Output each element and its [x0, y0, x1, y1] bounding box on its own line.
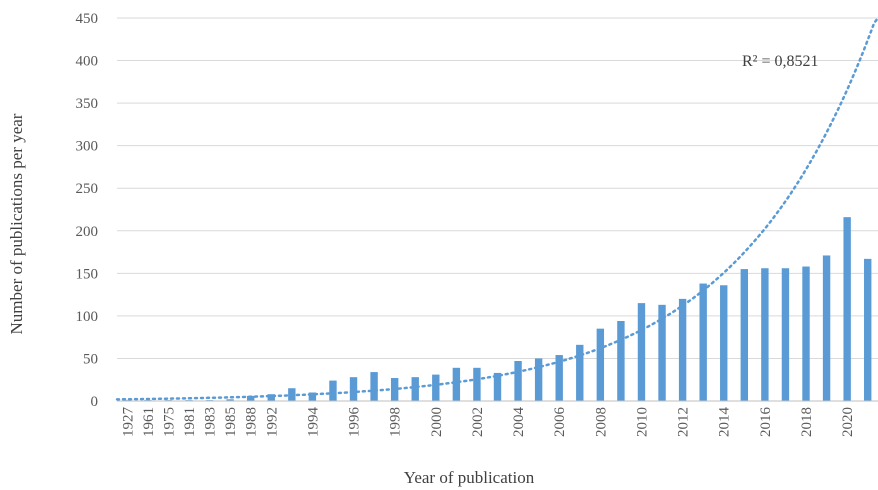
bar — [678, 298, 687, 401]
bar — [370, 372, 378, 401]
y-tick-label: 400 — [76, 54, 99, 70]
trendline — [115, 16, 878, 401]
y-tick-labels: 0 50 100 150 200 250 300 350 400 450 — [76, 11, 99, 410]
bar — [576, 344, 584, 401]
bar — [596, 328, 605, 401]
x-tick-label: 2012 — [676, 407, 692, 437]
x-tick-label: 1975 — [161, 407, 177, 437]
y-tick-label: 300 — [76, 139, 99, 155]
bars — [123, 217, 872, 401]
bar — [555, 355, 563, 401]
y-tick-label: 150 — [76, 266, 99, 282]
bar — [226, 399, 234, 401]
x-tick-label: 1927 — [120, 407, 136, 438]
bar — [843, 217, 851, 401]
x-tick-label: 1996 — [347, 407, 363, 438]
bar — [637, 303, 646, 401]
bar — [781, 268, 790, 401]
bar — [617, 320, 625, 401]
y-tick-label: 50 — [83, 351, 98, 367]
grid-lines — [117, 17, 878, 359]
x-tick-labels: 1927 1961 1975 1981 1983 1985 1988 1992 1994 1996… — [120, 407, 856, 438]
bar — [452, 367, 461, 401]
x-tick-label: 2004 — [511, 407, 527, 438]
x-tick-label: 1983 — [203, 407, 219, 437]
bar — [349, 377, 358, 401]
bar — [864, 258, 872, 401]
y-tick-label: 350 — [76, 96, 99, 112]
bar — [267, 394, 275, 401]
bar — [308, 392, 317, 401]
x-tick-label: 1988 — [244, 407, 260, 437]
bar — [720, 285, 728, 401]
y-tick-label: 250 — [76, 181, 99, 197]
bar — [822, 255, 831, 401]
bar — [514, 360, 522, 401]
bar — [802, 266, 810, 401]
x-tick-label: 1961 — [141, 407, 157, 437]
x-tick-label: 2018 — [799, 407, 815, 437]
bar — [329, 380, 337, 401]
bar — [699, 283, 707, 401]
x-tick-label: 2020 — [840, 407, 856, 437]
x-tick-label: 2008 — [593, 407, 609, 437]
r-squared-label: R² = 0,8521 — [742, 53, 819, 70]
x-tick-label: 1992 — [264, 407, 280, 437]
x-tick-label: 2006 — [552, 407, 568, 438]
x-tick-label: 2016 — [758, 407, 774, 438]
x-tick-label: 1994 — [305, 407, 321, 438]
y-axis-title: Number of publications per year — [7, 113, 26, 334]
y-tick-label: 200 — [76, 224, 99, 240]
bar — [658, 304, 666, 401]
y-tick-label: 0 — [91, 394, 99, 410]
bar — [740, 269, 749, 401]
x-tick-label: 2010 — [634, 407, 650, 437]
bar — [432, 374, 440, 401]
x-tick-label: 2002 — [470, 407, 486, 437]
x-tick-label: 1985 — [223, 407, 239, 437]
x-tick-label: 1998 — [388, 407, 404, 437]
bar — [534, 358, 543, 401]
bar — [761, 268, 769, 401]
bar — [411, 377, 419, 401]
bar — [246, 395, 255, 401]
x-axis-title: Year of publication — [404, 468, 535, 487]
x-tick-label: 2014 — [717, 407, 733, 438]
y-tick-label: 100 — [76, 309, 99, 325]
y-tick-label: 450 — [76, 11, 99, 27]
x-tick-label: 2000 — [429, 407, 445, 437]
x-tick-label: 1981 — [182, 407, 198, 437]
bar — [473, 367, 481, 401]
bar — [493, 372, 502, 401]
